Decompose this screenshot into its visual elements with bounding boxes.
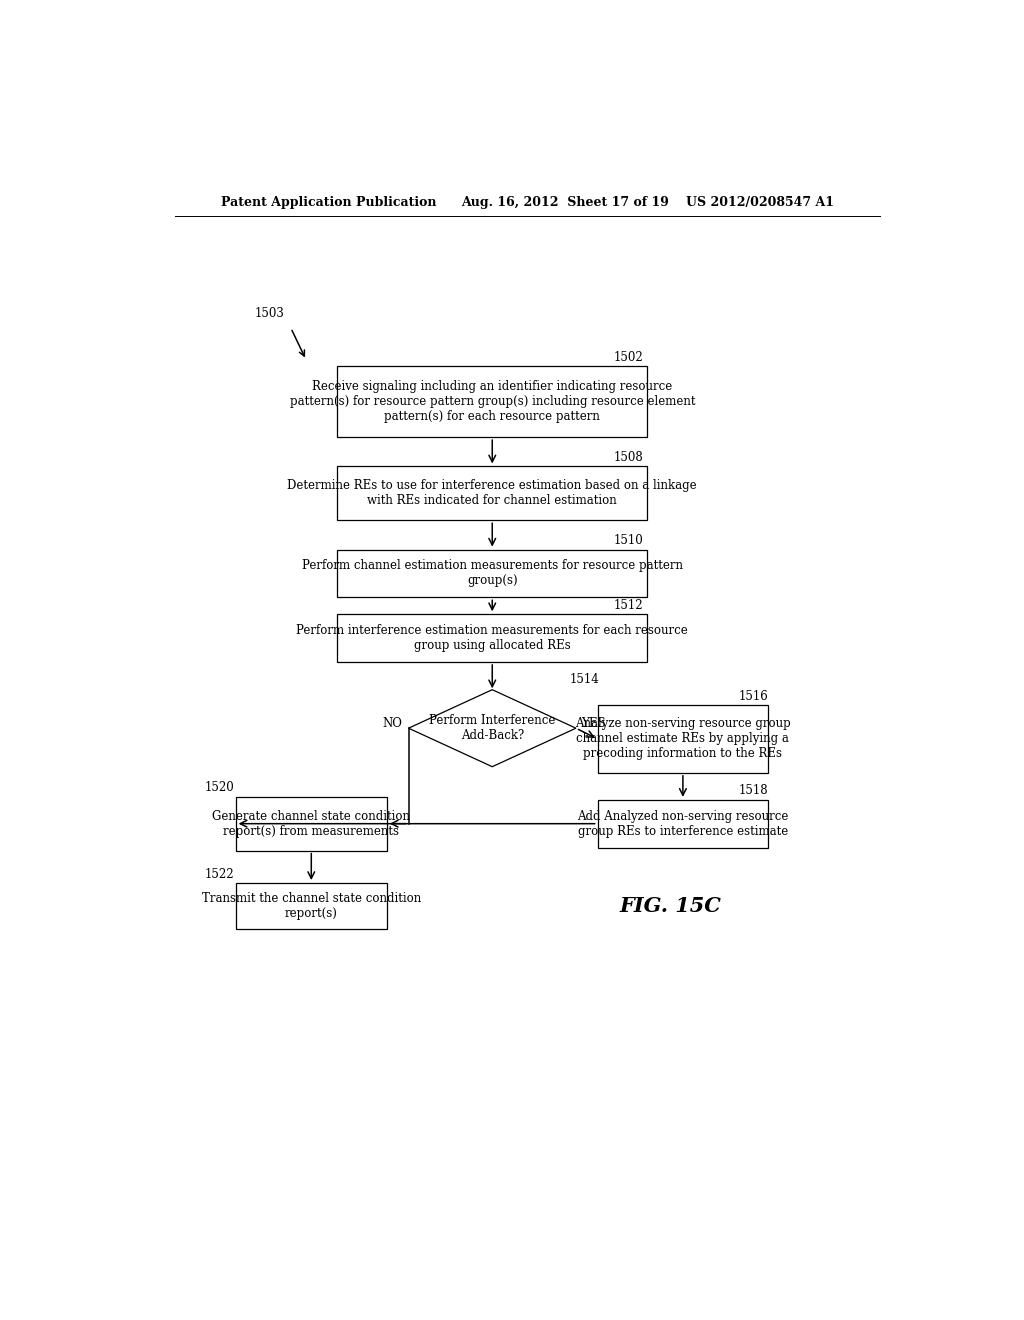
Text: 1503: 1503 (254, 308, 285, 319)
Text: Generate channel state condition
report(s) from measurements: Generate channel state condition report(… (212, 809, 411, 838)
Text: Transmit the channel state condition
report(s): Transmit the channel state condition rep… (202, 892, 421, 920)
Text: Aug. 16, 2012  Sheet 17 of 19: Aug. 16, 2012 Sheet 17 of 19 (461, 195, 669, 209)
FancyBboxPatch shape (337, 614, 647, 663)
Text: Analyze non-serving resource group
channel estimate REs by applying a
precoding : Analyze non-serving resource group chann… (575, 718, 791, 760)
FancyBboxPatch shape (337, 549, 647, 597)
FancyBboxPatch shape (236, 797, 387, 850)
Text: 1516: 1516 (738, 690, 768, 702)
Text: US 2012/0208547 A1: US 2012/0208547 A1 (686, 195, 834, 209)
Text: Perform channel estimation measurements for resource pattern
group(s): Perform channel estimation measurements … (302, 560, 683, 587)
Text: 1502: 1502 (613, 351, 643, 364)
FancyBboxPatch shape (337, 466, 647, 520)
Text: 1508: 1508 (613, 451, 643, 465)
FancyBboxPatch shape (337, 367, 647, 437)
FancyBboxPatch shape (598, 705, 768, 774)
Text: YES: YES (581, 717, 605, 730)
Text: Perform Interference
Add-Back?: Perform Interference Add-Back? (429, 714, 555, 742)
Text: NO: NO (383, 717, 402, 730)
Text: 1518: 1518 (738, 784, 768, 797)
Text: Determine REs to use for interference estimation based on a linkage
with REs ind: Determine REs to use for interference es… (288, 479, 697, 507)
Text: 1520: 1520 (205, 781, 234, 795)
Text: Patent Application Publication: Patent Application Publication (221, 195, 436, 209)
Text: 1510: 1510 (613, 535, 643, 548)
FancyBboxPatch shape (598, 800, 768, 847)
Text: Receive signaling including an identifier indicating resource
pattern(s) for res: Receive signaling including an identifie… (290, 380, 695, 424)
Text: FIG. 15C: FIG. 15C (620, 896, 722, 916)
Text: 1522: 1522 (205, 867, 234, 880)
FancyBboxPatch shape (236, 883, 387, 929)
Text: 1514: 1514 (569, 673, 599, 686)
Polygon shape (409, 689, 575, 767)
Text: Perform interference estimation measurements for each resource
group using alloc: Perform interference estimation measurem… (296, 624, 688, 652)
Text: 1512: 1512 (613, 599, 643, 612)
Text: Add Analyzed non-serving resource
group REs to interference estimate: Add Analyzed non-serving resource group … (578, 809, 788, 838)
